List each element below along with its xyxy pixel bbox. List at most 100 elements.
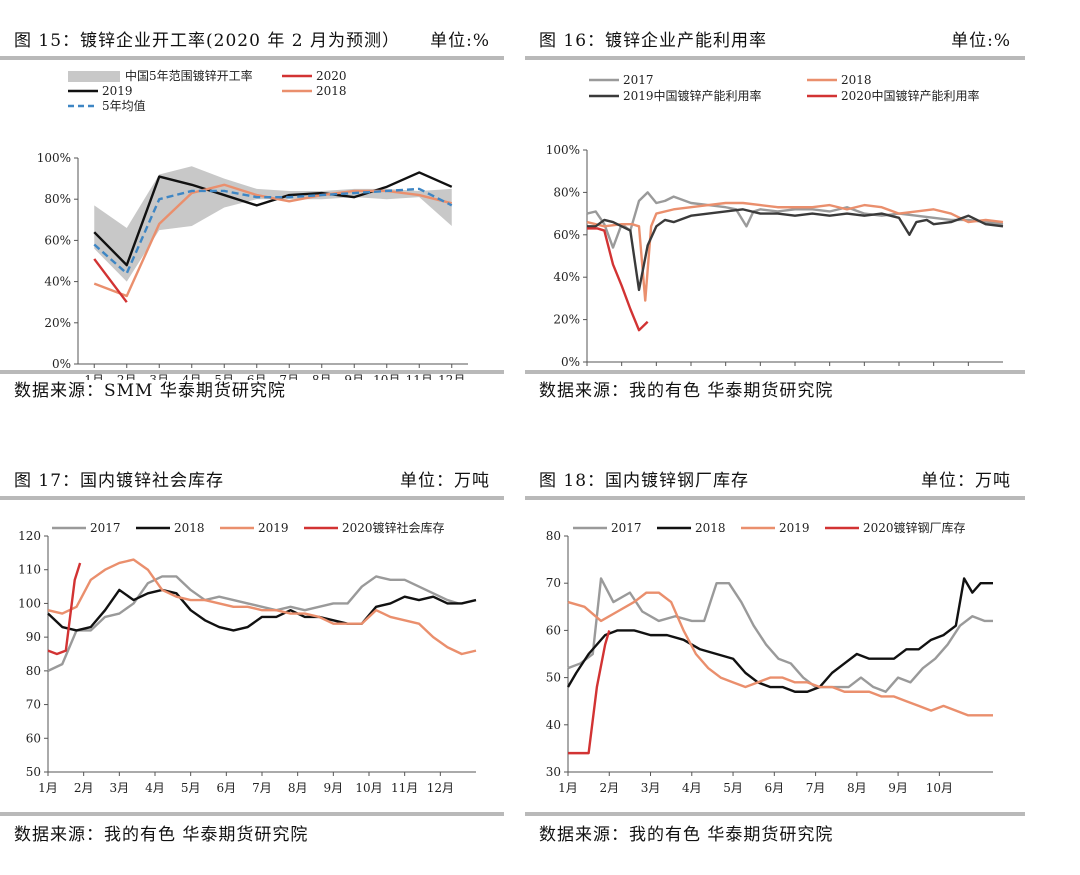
x-tick-label: 1月 bbox=[38, 781, 58, 795]
x-tick-label: 1月 bbox=[558, 781, 578, 795]
chart-unit: 单位：万吨 bbox=[921, 471, 1011, 491]
y-tick-label: 40% bbox=[553, 270, 580, 284]
y-tick-label: 80% bbox=[44, 192, 71, 206]
y-tick-label: 50 bbox=[546, 671, 561, 685]
legend-label: 2017 bbox=[623, 73, 654, 87]
panel-fig16: 图 16：镀锌企业产能利用率 单位:% 0%20%40%60%80%100%1月… bbox=[525, 24, 1025, 414]
x-tick-label: 8月 bbox=[288, 781, 308, 795]
panel-fig15: 图 15：镀锌企业开工率(2020 年 2 月为预测） 单位:% 0% 20% 40… bbox=[0, 24, 504, 414]
legend-label: 2020 bbox=[316, 69, 347, 83]
x-tick-label: 1月 bbox=[84, 373, 104, 380]
y-tick-label: 20% bbox=[44, 316, 71, 330]
legend-label: 2020镀锌社会库存 bbox=[342, 520, 445, 535]
series-line-3 bbox=[568, 630, 611, 755]
legend-label: 2018 bbox=[174, 521, 205, 535]
x-tick-label: 6月 bbox=[764, 781, 784, 795]
x-tick-label: 4月 bbox=[145, 781, 165, 795]
y-tick-label: 90 bbox=[26, 630, 41, 644]
chart-source: 数据来源：SMM 华泰期货研究院 bbox=[14, 381, 286, 401]
chart-source: 数据来源：我的有色 华泰期货研究院 bbox=[539, 381, 834, 401]
series-line-3 bbox=[587, 227, 649, 332]
panel-title-bar: 图 15：镀锌企业开工率(2020 年 2 月为预测） 单位:% bbox=[0, 24, 504, 51]
series-line-2 bbox=[47, 558, 477, 656]
y-tick-label: 60 bbox=[26, 731, 41, 745]
x-tick-label: 12月 bbox=[427, 781, 454, 795]
legend-label: 5年均值 bbox=[102, 98, 146, 113]
series-line-3 bbox=[47, 562, 82, 656]
y-tick-label: 80 bbox=[546, 529, 561, 543]
chart-source: 数据来源：我的有色 华泰期货研究院 bbox=[539, 825, 834, 845]
x-tick-label: 5月 bbox=[723, 781, 743, 795]
x-tick-label: 4月 bbox=[682, 781, 702, 795]
title-rule bbox=[525, 56, 1025, 60]
chart-fig15: 0% 20% 40% 60% 80% 100% 1月 2月 3月 4月 5月 6月 7月 8月 9月 10月 1… bbox=[37, 68, 468, 380]
panel-fig17: 图 17：国内镀锌社会库存 单位：万吨 50 60 70 80 90 100 110 120 1… bbox=[0, 464, 504, 864]
legend-label: 2017 bbox=[90, 521, 121, 535]
legend-label: 2017 bbox=[611, 521, 642, 535]
x-tick-label: 10月 bbox=[373, 373, 400, 380]
title-rule bbox=[0, 56, 504, 60]
y-tick-label: 80 bbox=[26, 664, 41, 678]
x-tick-label: 2月 bbox=[117, 373, 137, 380]
x-tick-label: 6月 bbox=[247, 373, 267, 380]
y-tick-label: 30 bbox=[546, 765, 561, 779]
legend-label: 2019 bbox=[258, 521, 289, 535]
legend-band-swatch bbox=[68, 71, 120, 82]
legend-label: 2020中国镀锌产能利用率 bbox=[841, 88, 980, 103]
legend-label: 2019 bbox=[779, 521, 810, 535]
y-tick-label: 110 bbox=[18, 563, 41, 577]
series-line-1 bbox=[566, 577, 993, 693]
series-line-0 bbox=[93, 171, 453, 267]
legend-label: 2018 bbox=[695, 521, 726, 535]
y-tick-label: 40% bbox=[44, 275, 71, 289]
y-tick-label: 0% bbox=[52, 357, 71, 371]
chart-fig16: 0%20%40%60%80%100%1月2月3月4月5月6月7月8月9月10月1… bbox=[546, 73, 1004, 369]
y-tick-label: 0% bbox=[561, 355, 580, 369]
x-tick-label: 10月 bbox=[355, 781, 382, 795]
x-tick-label: 12月 bbox=[438, 373, 465, 380]
chart-title: 图 17：国内镀锌社会库存 bbox=[14, 471, 225, 491]
y-tick-label: 60 bbox=[546, 623, 561, 637]
series-line-3 bbox=[93, 187, 453, 275]
legend-label: 2019 bbox=[102, 84, 133, 98]
source-rule bbox=[525, 370, 1025, 374]
panel-title-bar: 图 17：国内镀锌社会库存 单位：万吨 bbox=[0, 464, 504, 491]
y-tick-label: 100% bbox=[546, 143, 580, 157]
x-tick-label: 8月 bbox=[312, 373, 332, 380]
y-tick-label: 70 bbox=[26, 698, 41, 712]
legend-label: 2018 bbox=[841, 73, 872, 87]
panel-title-bar: 图 16：镀锌企业产能利用率 单位:% bbox=[525, 24, 1025, 51]
x-tick-label: 11月 bbox=[391, 781, 418, 795]
source-rule bbox=[525, 812, 1025, 816]
series-line-1 bbox=[93, 183, 453, 298]
legend-label: 2020镀锌钢厂库存 bbox=[863, 520, 966, 535]
x-tick-label: 11月 bbox=[406, 373, 433, 380]
legend-label: 2019中国镀锌产能利用率 bbox=[623, 88, 762, 103]
title-rule bbox=[525, 496, 1025, 500]
x-tick-label: 5月 bbox=[181, 781, 201, 795]
x-tick-label: 9月 bbox=[324, 781, 344, 795]
y-tick-label: 60% bbox=[44, 233, 71, 247]
source-rule bbox=[0, 812, 504, 816]
x-tick-label: 3月 bbox=[641, 781, 661, 795]
y-tick-label: 60% bbox=[553, 228, 580, 242]
chart-unit: 单位:% bbox=[430, 31, 490, 51]
chart-title: 图 15：镀锌企业开工率(2020 年 2 月为预测） bbox=[14, 31, 400, 51]
x-tick-label: 7月 bbox=[252, 781, 272, 795]
chart-unit: 单位：万吨 bbox=[400, 471, 490, 491]
series-line-2 bbox=[567, 591, 993, 717]
x-tick-label: 6月 bbox=[217, 781, 237, 795]
y-tick-label: 100% bbox=[37, 151, 71, 165]
series-line-2 bbox=[93, 258, 128, 303]
chart-title: 图 16：镀锌企业产能利用率 bbox=[539, 31, 768, 51]
x-tick-label: 7月 bbox=[806, 781, 826, 795]
source-rule bbox=[0, 370, 504, 374]
y-tick-label: 80% bbox=[553, 185, 580, 199]
title-rule bbox=[0, 496, 504, 500]
y-tick-label: 120 bbox=[18, 529, 41, 543]
x-tick-label: 7月 bbox=[279, 373, 299, 380]
chart-title: 图 18：国内镀锌钢厂库存 bbox=[539, 471, 750, 491]
panel-fig18: 图 18：国内镀锌钢厂库存 单位：万吨 30 40 50 60 70 80 1月 2月 3月 4月… bbox=[525, 464, 1025, 864]
y-tick-label: 20% bbox=[553, 313, 580, 327]
series-line-0 bbox=[47, 575, 459, 672]
